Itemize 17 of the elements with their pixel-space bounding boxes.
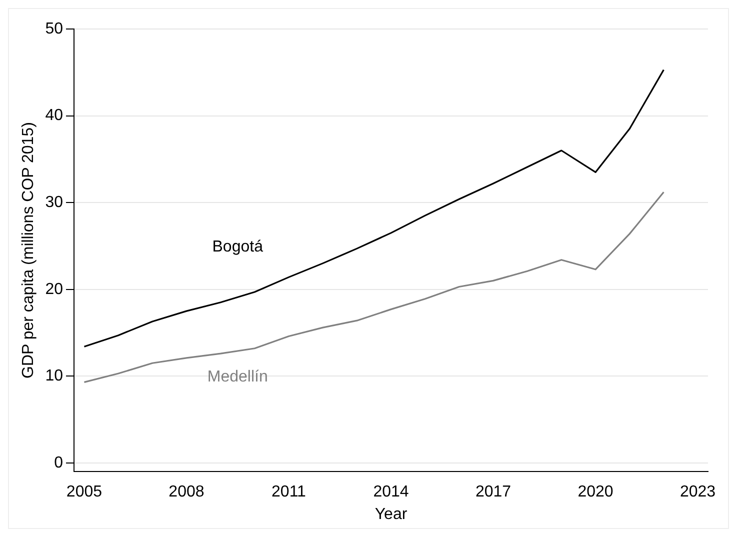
y-tick-label: 0 (54, 454, 64, 472)
x-tick-label: 2017 (475, 484, 512, 501)
y-tick-label: 40 (45, 107, 64, 124)
series-label: Medellín (207, 368, 268, 386)
x-tick-label: 2014 (373, 484, 409, 501)
y-tick-label: 10 (45, 368, 64, 385)
x-tick-label: 2008 (168, 484, 204, 501)
x-tick-label: 2011 (272, 484, 306, 501)
y-tick-label: 30 (45, 194, 64, 211)
x-axis-title: Year (374, 506, 408, 523)
x-tick-label: 2023 (680, 484, 716, 501)
y-tick-label: 50 (45, 20, 64, 38)
y-axis-title: GDP per capita (millions COP 2015) (20, 122, 38, 379)
y-tick-label: 20 (45, 280, 64, 298)
x-tick-label: 2005 (66, 484, 102, 501)
x-tick-label: 2020 (578, 484, 614, 501)
series-label: Bogotá (212, 238, 264, 256)
